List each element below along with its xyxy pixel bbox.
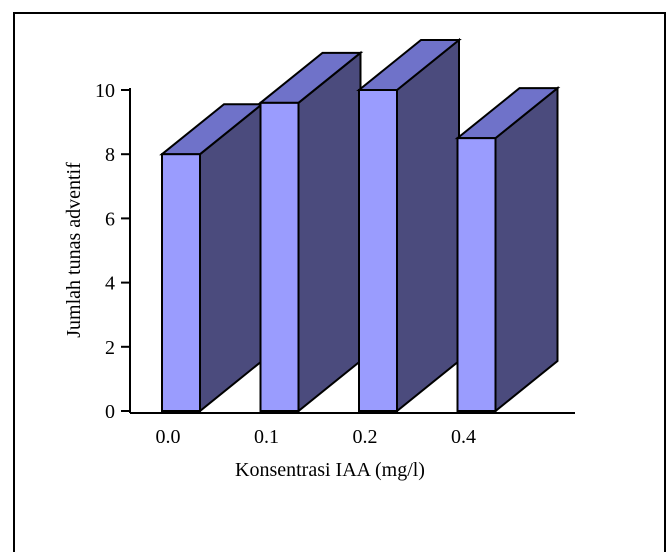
x-ticks-group: 0.0 0.1 0.2 0.4	[156, 426, 477, 448]
bar-0.1	[257, 50, 364, 414]
bar-side-face	[297, 50, 362, 414]
bar-front-face	[259, 101, 300, 412]
bar-0.0	[159, 102, 265, 414]
y-tick-label: 2	[105, 337, 115, 359]
x-tick-label: 0.0	[156, 426, 181, 448]
x-axis-title: Konsentrasi IAA (mg/l)	[235, 459, 425, 481]
y-tick-label: 6	[105, 208, 115, 230]
y-tick-label: 0	[105, 401, 115, 423]
bar-front-face	[456, 137, 497, 412]
bars-group	[159, 37, 561, 414]
x-tick-label: 0.4	[451, 426, 476, 448]
bar-0.2	[356, 37, 462, 414]
bar-front-face	[161, 153, 201, 412]
y-tick-label: 4	[105, 273, 115, 295]
x-tick-label: 0.1	[254, 426, 279, 448]
y-axis-title: Jumlah tunas adventif	[63, 162, 85, 338]
bar-front-face	[358, 89, 398, 412]
bar-side-face	[494, 86, 559, 414]
y-tick-label: 10	[95, 80, 115, 102]
bar-chart: 0 2 4 6 8 10 0.0 0.1 0.2 0.4 Jumlah tunas advent…	[63, 37, 575, 481]
x-tick-label: 0.2	[353, 426, 378, 448]
bar-side-face	[199, 102, 263, 414]
y-ticks-group: 0 2 4 6 8 10	[95, 80, 130, 423]
bar-side-face	[396, 37, 460, 414]
bar-0.4	[454, 86, 561, 414]
y-tick-label: 8	[105, 144, 115, 166]
